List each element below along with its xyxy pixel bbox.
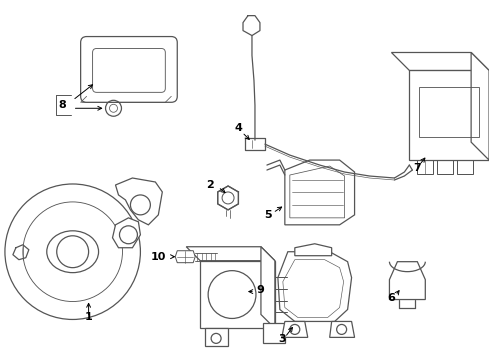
Polygon shape (175, 251, 195, 263)
Polygon shape (283, 260, 343, 318)
Polygon shape (200, 261, 275, 328)
Text: 8: 8 (59, 100, 67, 110)
Bar (419, 87, 479, 137)
Polygon shape (471, 53, 489, 160)
Text: 5: 5 (264, 210, 272, 220)
Polygon shape (116, 178, 162, 225)
Text: 4: 4 (234, 123, 242, 133)
Polygon shape (218, 186, 239, 210)
FancyBboxPatch shape (81, 37, 177, 102)
Text: 9: 9 (256, 284, 264, 294)
Circle shape (5, 184, 141, 319)
Bar (457, 160, 473, 174)
Text: 6: 6 (388, 293, 395, 302)
Polygon shape (409, 71, 489, 160)
Text: 10: 10 (150, 252, 166, 262)
Text: 7: 7 (414, 163, 421, 173)
Polygon shape (186, 247, 275, 261)
Circle shape (208, 271, 256, 319)
Polygon shape (392, 53, 489, 71)
Bar (437, 160, 453, 174)
Bar (417, 160, 433, 174)
Text: 2: 2 (206, 180, 214, 190)
Polygon shape (205, 328, 228, 346)
Text: 1: 1 (85, 312, 93, 323)
Polygon shape (278, 252, 352, 321)
Polygon shape (390, 262, 425, 300)
Polygon shape (285, 160, 355, 225)
Polygon shape (290, 166, 344, 218)
Polygon shape (295, 244, 332, 256)
Polygon shape (282, 321, 308, 337)
Polygon shape (330, 321, 355, 337)
Polygon shape (261, 247, 275, 328)
Polygon shape (263, 323, 285, 343)
Text: 3: 3 (278, 334, 286, 345)
Polygon shape (113, 218, 141, 248)
